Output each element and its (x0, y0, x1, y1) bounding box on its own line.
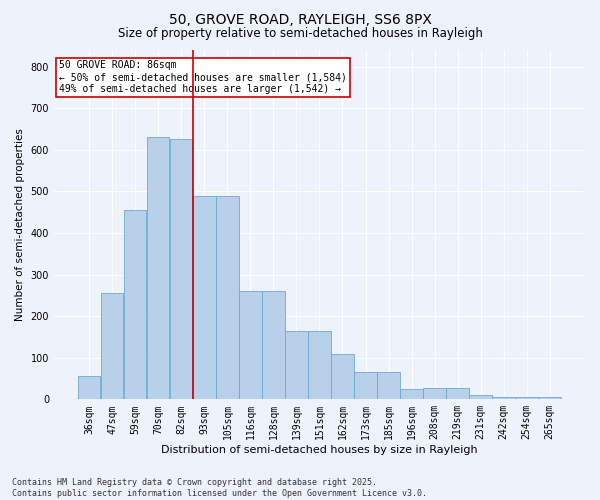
Bar (355, 372, 377, 400)
Bar (515, 398, 538, 400)
Bar (400, 389, 423, 400)
Bar (539, 398, 561, 400)
Bar (147, 138, 169, 400)
Bar (493, 398, 515, 400)
Text: 50, GROVE ROAD, RAYLEIGH, SS6 8PX: 50, GROVE ROAD, RAYLEIGH, SS6 8PX (169, 12, 431, 26)
Bar (285, 330, 308, 400)
Text: Size of property relative to semi-detached houses in Rayleigh: Size of property relative to semi-detach… (118, 28, 482, 40)
Bar (101, 294, 124, 400)
Bar (424, 388, 446, 400)
Bar (262, 291, 284, 400)
Bar (124, 210, 146, 400)
Text: Contains HM Land Registry data © Crown copyright and database right 2025.
Contai: Contains HM Land Registry data © Crown c… (12, 478, 427, 498)
Bar (193, 196, 215, 400)
Bar (469, 395, 492, 400)
Bar (331, 354, 353, 400)
Bar (216, 196, 239, 400)
Bar (308, 330, 331, 400)
Bar (78, 376, 100, 400)
Text: 50 GROVE ROAD: 86sqm
← 50% of semi-detached houses are smaller (1,584)
49% of se: 50 GROVE ROAD: 86sqm ← 50% of semi-detac… (59, 60, 347, 94)
Bar (446, 388, 469, 400)
Bar (377, 372, 400, 400)
X-axis label: Distribution of semi-detached houses by size in Rayleigh: Distribution of semi-detached houses by … (161, 445, 478, 455)
Y-axis label: Number of semi-detached properties: Number of semi-detached properties (15, 128, 25, 321)
Bar (170, 140, 193, 400)
Bar (239, 291, 262, 400)
